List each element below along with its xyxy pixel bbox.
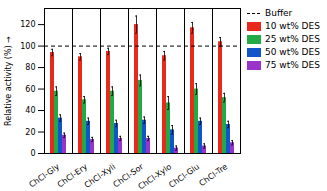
svg-text:Relative activity (%) →: Relative activity (%) →	[4, 36, 13, 126]
html-text:75 wt% DES: 75 wt% DES	[265, 60, 320, 70]
svg-text:120: 120	[20, 20, 35, 29]
svg-text:40: 40	[25, 106, 35, 115]
svg-text:ChCl-Ery: ChCl-Ery	[55, 162, 90, 190]
html-text:50 wt% DES: 50 wt% DES	[265, 47, 320, 57]
svg-text:80: 80	[25, 63, 35, 72]
html-text:Buffer: Buffer	[265, 8, 293, 18]
svg-text:60: 60	[25, 85, 35, 94]
svg-text:ChCl-Tre: ChCl-Tre	[197, 162, 229, 188]
svg-text:100: 100	[20, 42, 35, 51]
svg-text:ChCl-Gly: ChCl-Gly	[27, 162, 61, 189]
svg-text:ChCl-Xyli: ChCl-Xyli	[83, 162, 117, 190]
svg-text:ChCl-Glu: ChCl-Glu	[167, 162, 201, 190]
svg-text:ChCl-Sor: ChCl-Sor	[111, 162, 146, 190]
html-text:10 wt% DES: 10 wt% DES	[265, 21, 320, 31]
html-text:25 wt% DES: 25 wt% DES	[265, 34, 320, 44]
svg-text:0: 0	[30, 149, 35, 158]
svg-text:20: 20	[25, 128, 35, 137]
svg-text:ChCl-Xylo: ChCl-Xylo	[137, 162, 174, 191]
